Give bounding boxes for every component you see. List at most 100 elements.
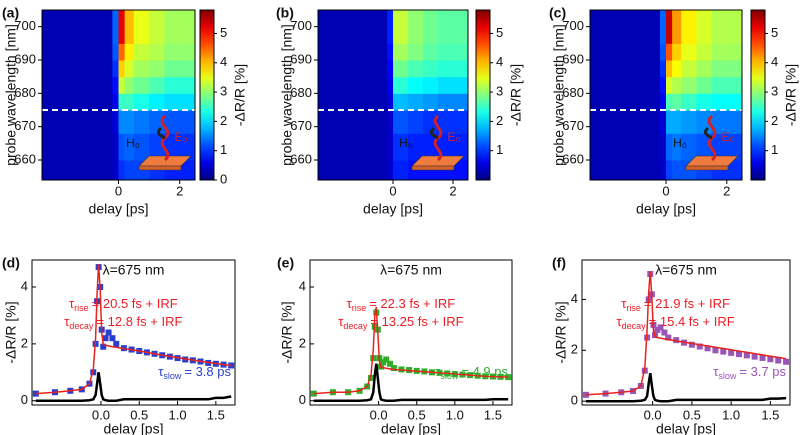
heatmap-cell <box>408 76 424 94</box>
fit-line <box>585 271 787 396</box>
heatmap-cell <box>408 110 424 134</box>
annotation-symbol: τ <box>713 364 719 379</box>
heatmap-cell <box>112 76 119 94</box>
heatmap-cell <box>393 160 400 181</box>
y-tick-label: 2 <box>299 335 306 350</box>
heatmap-cell <box>149 133 165 161</box>
heatmap-cell <box>659 133 667 161</box>
annotation-subscript: slow <box>163 371 182 381</box>
annotation-text: = 12.8 fs + IRF <box>96 314 182 329</box>
y-tick-label: 4 <box>571 291 578 306</box>
annotation: τrise = 22.3 fs + IRF <box>347 296 456 313</box>
fit-line <box>35 264 232 395</box>
heatmap-cell <box>408 93 424 111</box>
y-tick-label: 700 <box>14 18 36 33</box>
x-tick-label: 0 <box>115 183 122 198</box>
y-tick-label: 0 <box>571 393 578 408</box>
heatmap-cell <box>438 76 469 94</box>
x-tick-label: 1.0 <box>169 407 187 422</box>
heatmap-cell <box>696 43 713 61</box>
annotation-subscript: rise <box>74 303 89 313</box>
heatmap-cell <box>681 110 697 134</box>
chart-title: λ=675 nm <box>655 262 717 278</box>
heatmap-cell <box>133 43 150 61</box>
heatmap-cell <box>164 76 196 94</box>
heatmap-cell <box>590 133 661 161</box>
heatmap-cell <box>672 110 682 134</box>
x-tick-label: 0.0 <box>644 407 662 422</box>
heatmap-cell <box>318 60 388 78</box>
annotation: τdecay = 15.4 fs + IRF <box>617 314 735 331</box>
heatmap-cell <box>711 60 743 78</box>
colorbar-tick-label: 3 <box>771 84 778 99</box>
colorbar <box>475 9 491 181</box>
heatmap-cell <box>118 110 126 134</box>
heatmap-cell <box>666 110 673 134</box>
annotation-subscript: rise <box>352 303 367 313</box>
heatmap-cell <box>164 43 196 61</box>
colorbar <box>199 9 215 181</box>
data-point <box>767 356 774 363</box>
colorbar-tick-label: 4 <box>771 54 778 69</box>
y-axis-label: -ΔR/R [%] <box>279 301 295 363</box>
heatmap-cell <box>387 10 394 44</box>
annotation-symbol: τ <box>158 364 164 379</box>
colorbar-tick-label: 2 <box>771 113 778 128</box>
colorbar-tick-label: 1 <box>771 142 778 157</box>
data-point <box>390 365 397 372</box>
annotation-subscript: decay <box>69 321 94 331</box>
plot-frame <box>581 259 791 406</box>
heatmap-cell <box>149 60 165 78</box>
heatmap-cell <box>124 43 135 61</box>
heatmap-cell <box>696 93 713 111</box>
heatmap-cell <box>124 110 135 134</box>
x-tick-label: 0 <box>662 183 669 198</box>
annotation-text: = 13.25 fs + IRF <box>370 314 463 329</box>
data-point <box>654 326 661 333</box>
x-tick-label: 2 <box>176 183 183 198</box>
panel-label: (d) <box>2 255 20 271</box>
field-wave-dark <box>429 126 439 140</box>
y-tick-label: 660 <box>14 151 36 166</box>
colorbar-tick-label: 1 <box>496 142 503 157</box>
annotation-subscript: slow <box>718 371 737 381</box>
data-point <box>751 353 758 360</box>
data-point <box>100 343 107 350</box>
heatmap-cell <box>149 76 165 94</box>
x-tick-label: 2 <box>449 183 456 198</box>
y-tick-label: 690 <box>14 51 36 66</box>
heatmap-cell <box>393 133 400 161</box>
plot-frame <box>309 259 513 406</box>
heatmap-cell <box>318 160 388 181</box>
irf-line <box>35 372 232 402</box>
colorbar-tick-label: 3 <box>496 84 503 99</box>
y-tick-label: 670 <box>562 118 584 133</box>
heatmap-cell <box>42 76 113 94</box>
annotation-symbol: τ <box>621 296 627 311</box>
heatmap-cell <box>118 76 126 94</box>
heatmap-cell <box>438 110 469 134</box>
plot-frame <box>31 259 236 406</box>
heatmap-cell <box>399 160 409 181</box>
heatmap-cell <box>681 10 697 44</box>
heatmap-cell <box>408 133 424 161</box>
heatmap-cell <box>408 43 424 61</box>
data-point <box>673 337 680 344</box>
heatmap-cell <box>590 110 661 134</box>
colorbar-label: -ΔR/R [%] <box>232 64 248 126</box>
inset-h-label: H₀ <box>126 136 140 150</box>
heatmap-cell <box>112 133 119 161</box>
heatmap-cell <box>696 60 713 78</box>
annotation: τrise = 21.9 fs + IRF <box>621 296 730 313</box>
annotation: τdecay = 12.8 fs + IRF <box>64 314 182 331</box>
data-point <box>688 341 695 348</box>
heatmap-cell <box>659 160 667 181</box>
colorbar-tick-label: 5 <box>220 25 227 40</box>
annotation-text: = 21.9 fs + IRF <box>644 296 730 311</box>
heatmap-cell <box>681 60 697 78</box>
x-tick-label: 0.0 <box>370 407 388 422</box>
heatmap-cell <box>399 93 409 111</box>
substrate-side <box>138 165 182 171</box>
heatmap-cell <box>118 10 126 44</box>
